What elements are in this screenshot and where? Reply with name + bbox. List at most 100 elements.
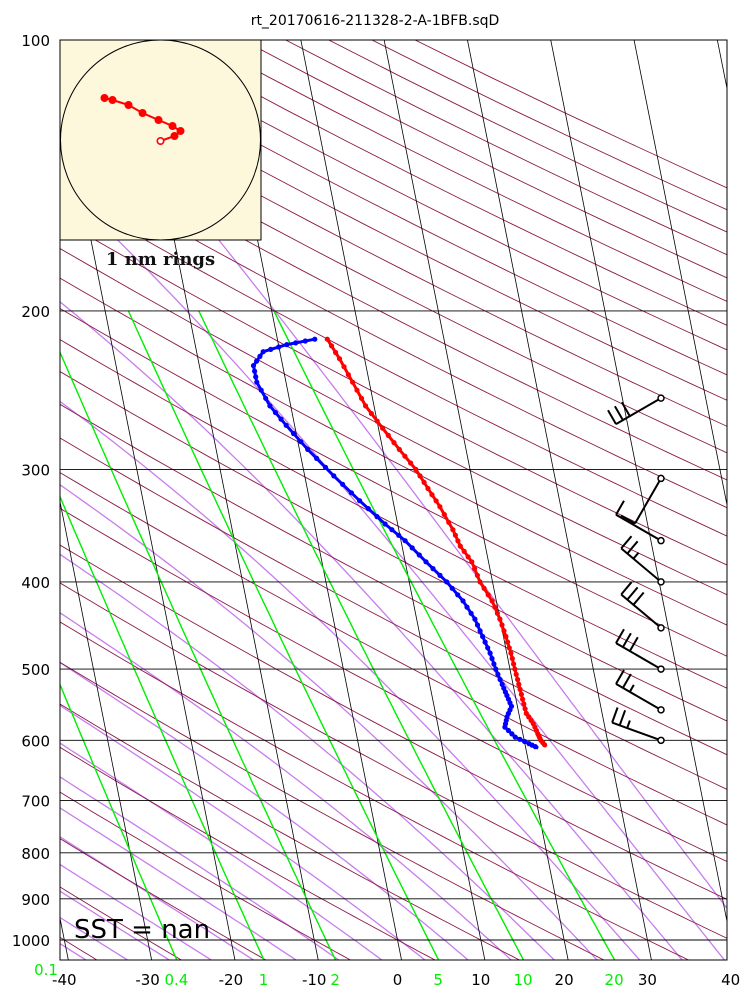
sounding-point [501, 628, 507, 634]
chart-title: rt_20170616-211328-2-A-1BFB.sqD [250, 13, 500, 29]
dry-adiabat [60, 582, 727, 939]
sounding-point [517, 736, 523, 742]
sounding-point [513, 671, 519, 677]
sounding-point [374, 514, 380, 520]
sounding-point [324, 336, 330, 342]
sounding-point [416, 552, 422, 558]
barb-half-flag [632, 551, 640, 560]
barb-flag [615, 628, 625, 644]
sounding-point [391, 440, 397, 446]
dry-adiabat [60, 277, 727, 626]
dry-adiabat [60, 83, 727, 427]
barb-flag [620, 581, 633, 596]
sst-label: SST = nan [74, 915, 211, 945]
sounding-point [487, 650, 493, 656]
sounding-point [494, 610, 500, 616]
temperature-tick-label: -40 [52, 971, 77, 989]
barb-staff [620, 593, 662, 629]
moist-adiabat [60, 51, 727, 910]
sounding-point [517, 686, 523, 693]
dry-adiabat [60, 886, 183, 960]
sounding-point [509, 655, 515, 662]
moist-adiabat [60, 836, 255, 960]
sounding-point [336, 356, 343, 362]
mixing-ratio-tick-label: 0.1 [34, 961, 58, 979]
dry-adiabat [60, 791, 352, 960]
barb-staff [634, 477, 662, 524]
sounding-point [331, 473, 337, 479]
dry-adiabat [60, 544, 727, 900]
sounding-point [468, 610, 474, 616]
isotherm [550, 40, 727, 924]
sounding-point [340, 481, 346, 487]
sounding-point [512, 666, 518, 672]
sounding-point [515, 676, 521, 683]
sounding-point [499, 622, 505, 628]
sounding-point [474, 622, 481, 628]
sounding-point [541, 742, 548, 748]
sounding-point [491, 661, 497, 667]
moist-adiabat [60, 612, 513, 960]
sounding-point [345, 372, 351, 378]
sounding-point [437, 572, 443, 579]
barb-flag [611, 707, 619, 723]
dry-adiabat [60, 248, 727, 596]
pressure-tick-label: 900 [21, 891, 50, 909]
hodograph-point [124, 101, 133, 110]
sounding-point [521, 701, 527, 707]
wind-barb [607, 394, 665, 425]
barb-flag [615, 669, 625, 685]
mixing-ratio-line [273, 310, 616, 960]
temperature-tick-label: 20 [555, 971, 574, 989]
mixing-ratio-line [60, 682, 178, 960]
sounding-point [452, 532, 458, 538]
barb-station [657, 474, 665, 483]
mixing-ratio-tick-label: 1 [259, 971, 269, 989]
sounding-point [508, 650, 514, 656]
sounding-point [477, 628, 483, 634]
barb-station [657, 624, 665, 632]
barb-flag [632, 591, 645, 606]
temperature-tick-label: -20 [219, 971, 244, 989]
sounding-point [396, 446, 402, 452]
moist-adiabat [60, 553, 556, 960]
hodograph [59, 39, 262, 241]
sounding-point [505, 639, 511, 645]
sounding-point [492, 604, 498, 610]
mixing-ratio-line [198, 310, 525, 960]
sounding-point [429, 492, 435, 498]
mixing-ratio-line [0, 311, 66, 977]
sounding-point [522, 738, 528, 745]
sounding-point [250, 363, 257, 369]
isotherm [300, 40, 486, 960]
hodograph-point [168, 122, 177, 131]
moist-adiabat [60, 661, 470, 960]
dry-adiabat [60, 703, 521, 960]
wind-barb [615, 500, 665, 545]
sounding-point [298, 439, 304, 445]
moist-adiabat [60, 863, 213, 960]
sounding-point [252, 368, 258, 374]
moist-adiabat [60, 807, 298, 960]
mixing-ratio-tick-label: 10 [513, 971, 532, 989]
sounding-point [409, 545, 415, 551]
sounding-point [312, 336, 318, 342]
sounding-point [408, 460, 414, 466]
barb-flag [628, 636, 639, 652]
sounding-point [446, 519, 452, 525]
wind-barb [615, 628, 665, 673]
sounding-point [425, 485, 431, 492]
pressure-tick-label: 500 [21, 661, 50, 679]
barb-station [657, 394, 665, 402]
sounding-point [413, 466, 419, 472]
sounding-point [283, 422, 289, 428]
barb-flag [607, 409, 617, 425]
sounding-point [497, 616, 503, 622]
pressure-tick-label: 800 [21, 845, 50, 863]
sounding-point [497, 676, 503, 683]
mixing-ratio-tick-label: 2 [330, 971, 340, 989]
barb-staff [611, 721, 662, 742]
hodograph-point [156, 137, 165, 146]
